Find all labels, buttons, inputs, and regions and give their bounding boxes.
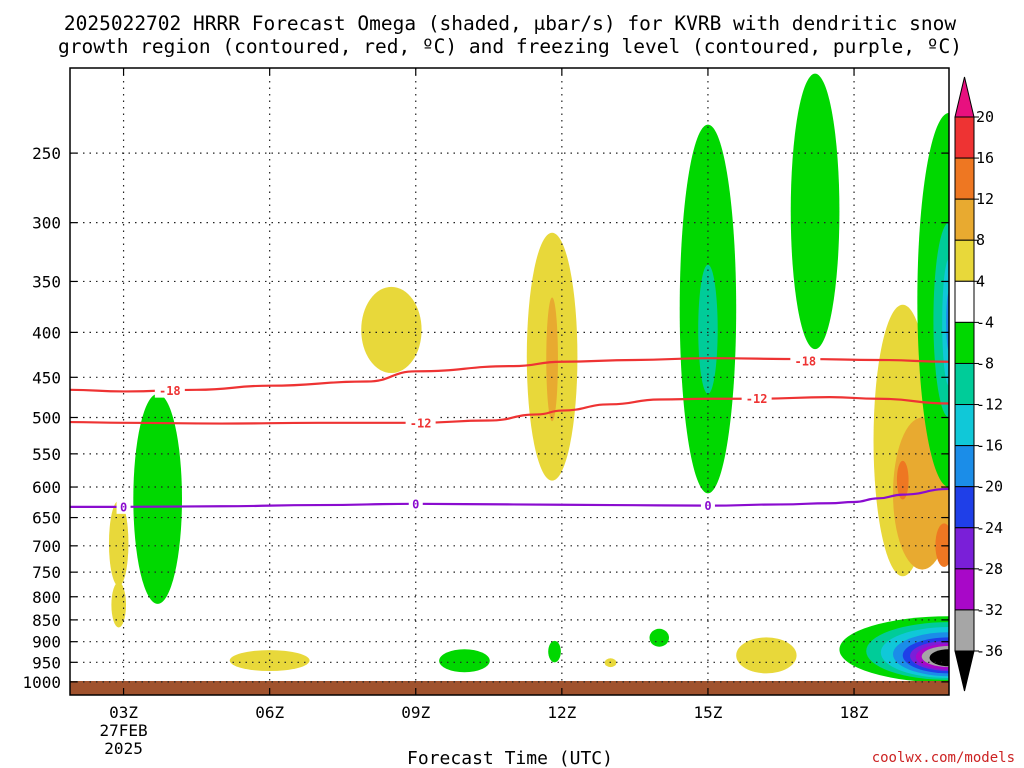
x-tick-date: 27FEB bbox=[99, 721, 147, 740]
colorbar-label-4: 4 bbox=[976, 272, 985, 290]
y-tick-label-500: 500 bbox=[32, 408, 61, 427]
omega-cell-1 bbox=[111, 582, 127, 628]
y-tick-label-700: 700 bbox=[32, 537, 61, 556]
colorbar-label-8: -16 bbox=[976, 437, 1003, 455]
contour-label-bg bbox=[741, 391, 772, 406]
y-tick-label-900: 900 bbox=[32, 633, 61, 652]
contour-line--12 bbox=[70, 396, 949, 425]
y-tick-label-250: 250 bbox=[32, 144, 61, 163]
credit-text: coolwx.com/models bbox=[872, 750, 1015, 766]
contour-label--12-1: -12 bbox=[746, 392, 768, 406]
colorbar-label-7: -12 bbox=[976, 396, 1003, 414]
colorbar-min-triangle bbox=[954, 650, 975, 692]
colorbar-band-6 bbox=[954, 362, 975, 406]
colorbar-label-6: -8 bbox=[976, 354, 994, 372]
colorbar-band-0 bbox=[954, 116, 975, 159]
omega-cell-21 bbox=[942, 259, 949, 386]
colorbar-label-5: -4 bbox=[976, 313, 994, 331]
x-tick-label-12Z: 12Z bbox=[547, 703, 576, 722]
omega-cell-4 bbox=[361, 286, 422, 374]
colorbar-label-9: -20 bbox=[976, 478, 1003, 496]
contour-label-bg bbox=[700, 498, 715, 513]
colorbar-band-12 bbox=[954, 609, 975, 652]
colorbar-label-3: 8 bbox=[976, 231, 985, 249]
contour-label-bg bbox=[116, 499, 131, 514]
omega-cell-2 bbox=[133, 393, 183, 604]
y-tick-label-400: 400 bbox=[32, 323, 61, 342]
y-tick-label-550: 550 bbox=[32, 445, 61, 464]
colorbar-band-2 bbox=[954, 198, 975, 241]
title-line-1: 2025022702 HRRR Forecast Omega (shaded, … bbox=[64, 12, 956, 35]
contour-label-bg bbox=[408, 496, 423, 511]
omega-cell-7 bbox=[546, 297, 558, 422]
contour-label-0-0: 0 bbox=[120, 500, 127, 514]
contour-label--12-0: -12 bbox=[410, 416, 432, 430]
contour-label-bg bbox=[405, 415, 436, 430]
colorbar-max-triangle bbox=[954, 76, 975, 118]
colorbar-band-4 bbox=[954, 280, 975, 323]
colorbar-label-13: -36 bbox=[976, 642, 1003, 660]
y-tick-label-300: 300 bbox=[32, 214, 61, 233]
colorbar-band-3 bbox=[954, 239, 975, 282]
x-tick-label-09Z: 09Z bbox=[401, 703, 430, 722]
x-axis-label: Forecast Time (UTC) bbox=[407, 748, 613, 768]
colorbar-band-9 bbox=[954, 486, 975, 529]
x-tick-label-03Z: 03Z bbox=[109, 703, 138, 722]
omega-cell-0 bbox=[108, 500, 129, 587]
y-tick-label-800: 800 bbox=[32, 588, 61, 607]
contour-label-bg bbox=[154, 383, 185, 398]
y-tick-label-650: 650 bbox=[32, 509, 61, 528]
x-tick-year: 2025 bbox=[104, 739, 143, 758]
colorbar-band-11 bbox=[954, 568, 975, 611]
colorbar-label-0: 20 bbox=[976, 108, 994, 126]
contour-label-0-2: 0 bbox=[704, 499, 711, 513]
y-tick-label-350: 350 bbox=[32, 272, 61, 291]
colorbar-label-2: 12 bbox=[976, 190, 994, 208]
colorbar-band-5 bbox=[954, 321, 975, 364]
plot-area: -18 -18 -12 -12 0 0 0 bbox=[70, 68, 949, 695]
title-line-2: growth region (contoured, red, ºC) and f… bbox=[58, 35, 962, 58]
colorbar-band-10 bbox=[954, 527, 975, 570]
contour-label-0-1: 0 bbox=[412, 497, 419, 511]
x-tick-label-06Z: 06Z bbox=[255, 703, 284, 722]
colorbar: 20 16 12 8 4 -4 -8 -12 -16 -20 -24 -28 -32 -36 bbox=[954, 76, 1003, 692]
y-tick-label-1000: 1000 bbox=[22, 673, 61, 692]
colorbar-label-11: -28 bbox=[976, 560, 1003, 578]
omega-cell-5 bbox=[439, 649, 490, 673]
colorbar-label-10: -24 bbox=[976, 519, 1003, 537]
ground-strip bbox=[70, 681, 949, 695]
omega-cell-17 bbox=[896, 460, 909, 500]
colorbar-label-12: -32 bbox=[976, 601, 1003, 619]
contour-line-0 bbox=[70, 487, 949, 508]
y-tick-label-450: 450 bbox=[32, 368, 61, 387]
contour-label--18-0: -18 bbox=[159, 384, 181, 398]
omega-cell-10 bbox=[649, 628, 669, 647]
omega-cell-13 bbox=[736, 637, 797, 674]
plot-frame bbox=[69, 67, 950, 696]
y-tick-label-950: 950 bbox=[32, 653, 61, 672]
colorbar-band-7 bbox=[954, 404, 975, 447]
omega-cell-8 bbox=[548, 640, 561, 663]
x-tick-label-15Z: 15Z bbox=[693, 703, 722, 722]
contour-label-bg bbox=[790, 353, 821, 368]
y-tick-label-600: 600 bbox=[32, 478, 61, 497]
y-tick-label-750: 750 bbox=[32, 563, 61, 582]
colorbar-band-1 bbox=[954, 157, 975, 200]
colorbar-label-1: 16 bbox=[976, 149, 994, 167]
x-tick-label-18Z: 18Z bbox=[840, 703, 869, 722]
omega-cell-18 bbox=[935, 523, 949, 568]
y-tick-label-850: 850 bbox=[32, 611, 61, 630]
colorbar-band-8 bbox=[954, 445, 975, 488]
omega-cell-14 bbox=[790, 73, 840, 350]
contour-label--18-1: -18 bbox=[794, 354, 816, 368]
